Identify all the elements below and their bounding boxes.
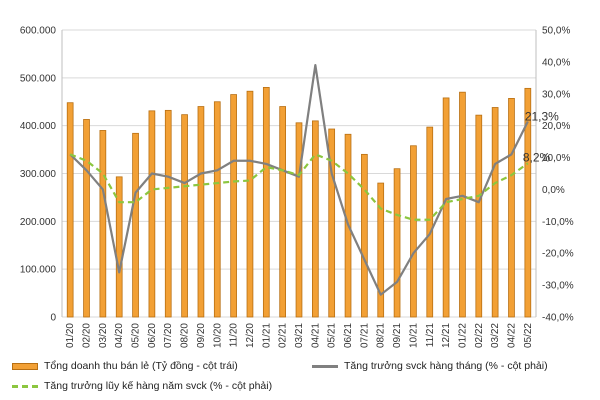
bar <box>524 87 532 318</box>
right-tick-label: 0,0% <box>542 185 565 196</box>
legend-item-revenue: Tổng doanh thu bán lẻ (Tỷ đồng - cột trá… <box>12 360 238 372</box>
x-tick-label: 10/20 <box>212 323 223 348</box>
legend-label-monthly: Tăng trưởng svck hàng tháng (% - cột phả… <box>344 360 548 372</box>
legend-item-monthly: Tăng trưởng svck hàng tháng (% - cột phả… <box>312 360 548 372</box>
right-tick-label: 50,0% <box>542 26 570 37</box>
x-tick-label: 09/20 <box>196 323 207 348</box>
bar <box>115 176 123 318</box>
bar <box>66 102 74 318</box>
left-tick-label: 600.000 <box>20 26 57 37</box>
x-tick-label: 11/20 <box>229 323 240 348</box>
x-tick-label: 04/22 <box>506 323 517 348</box>
right-axis-ticks: -40,0% -30,0% -20,0% -10,0% 0,0% 10,0% 20,0% 30… <box>542 26 574 324</box>
bar <box>197 106 205 318</box>
x-tick-label: 12/20 <box>245 323 256 348</box>
bar <box>508 98 515 318</box>
x-tick-label: 04/20 <box>114 323 125 348</box>
annotations: 21,3% 8,2% <box>523 110 559 165</box>
x-tick-label: 02/22 <box>474 323 485 348</box>
bar <box>230 94 237 318</box>
bar <box>148 110 156 318</box>
x-tick-label: 05/22 <box>523 323 534 348</box>
x-tick-label: 03/21 <box>294 323 305 348</box>
right-tick-label: 30,0% <box>542 89 570 100</box>
bar <box>361 153 368 318</box>
bar <box>426 126 434 318</box>
x-tick-label: 05/21 <box>327 323 338 348</box>
right-tick-label: -20,0% <box>542 249 574 260</box>
bar <box>83 119 90 318</box>
bar <box>459 91 466 318</box>
left-axis-ticks: 0 100.000 200.000 300.000 400.000 500.000 600.… <box>20 26 57 324</box>
right-tick-label: 40,0% <box>542 57 570 68</box>
bar <box>181 114 188 318</box>
x-tick-label: 01/21 <box>261 323 272 348</box>
bar <box>213 101 221 318</box>
bar-series <box>66 87 532 318</box>
x-tick-label: 01/20 <box>65 323 76 348</box>
x-axis-ticks: 01/20 02/20 03/20 04/20 05/20 06/20 07/20 08/20… <box>65 323 534 348</box>
left-tick-label: 300.000 <box>20 169 57 180</box>
legend-label-revenue: Tổng doanh thu bán lẻ (Tỷ đồng - cột trá… <box>44 360 238 372</box>
bar <box>475 114 483 318</box>
cumulative-growth-line <box>69 153 529 221</box>
bar <box>99 130 107 318</box>
bar <box>246 90 254 318</box>
left-tick-label: 0 <box>50 313 56 324</box>
x-tick-label: 07/21 <box>359 323 370 348</box>
legend-swatch-bar <box>12 362 38 370</box>
bar <box>164 109 172 318</box>
x-tick-label: 06/20 <box>147 323 158 348</box>
monthly-growth-line <box>69 63 529 296</box>
right-tick-label: -30,0% <box>542 281 574 292</box>
left-tick-label: 500.000 <box>20 73 57 84</box>
bar <box>491 107 499 318</box>
x-tick-label: 12/21 <box>441 323 452 348</box>
left-tick-label: 200.000 <box>20 217 57 228</box>
line-series <box>69 63 529 296</box>
bar <box>393 168 401 318</box>
bar <box>442 97 450 318</box>
x-tick-label: 05/20 <box>131 323 142 348</box>
x-tick-label: 03/22 <box>490 323 501 348</box>
x-tick-label: 08/21 <box>376 323 387 348</box>
left-tick-label: 400.000 <box>20 121 57 132</box>
right-tick-label: -10,0% <box>542 217 574 228</box>
bar <box>279 106 286 318</box>
annotation-monthly-last: 21,3% <box>525 110 559 124</box>
bar <box>312 120 319 318</box>
left-tick-label: 100.000 <box>20 265 57 276</box>
x-tick-label: 09/21 <box>392 323 403 348</box>
x-tick-label: 02/21 <box>278 323 289 348</box>
x-tick-label: 06/21 <box>343 323 354 348</box>
x-tick-label: 02/20 <box>82 323 93 348</box>
bar <box>377 182 385 318</box>
right-tick-label: -40,0% <box>542 313 574 324</box>
x-tick-label: 03/20 <box>98 323 109 348</box>
x-tick-label: 08/20 <box>180 323 191 348</box>
legend-swatch-dashed <box>12 384 38 388</box>
bar <box>410 145 417 318</box>
legend-item-cumulative: Tăng trưởng lũy kế hàng năm svck (% - cộ… <box>12 380 272 392</box>
right-tick-label: 20,0% <box>542 121 570 132</box>
bar <box>262 87 270 318</box>
bar <box>132 132 139 318</box>
x-tick-label: 04/21 <box>310 323 321 348</box>
x-tick-label: 11/21 <box>425 323 436 348</box>
legend-swatch-line <box>312 364 338 368</box>
x-tick-label: 10/21 <box>408 323 419 348</box>
x-tick-label: 01/22 <box>457 323 468 348</box>
bar <box>328 128 336 318</box>
right-tick-label: 10,0% <box>542 153 570 164</box>
x-tick-label: 07/20 <box>163 323 174 348</box>
legend-label-cumulative: Tăng trưởng lũy kế hàng năm svck (% - cộ… <box>44 380 273 392</box>
annotation-cumulative-last: 8,2% <box>523 150 551 164</box>
bar <box>295 122 303 318</box>
